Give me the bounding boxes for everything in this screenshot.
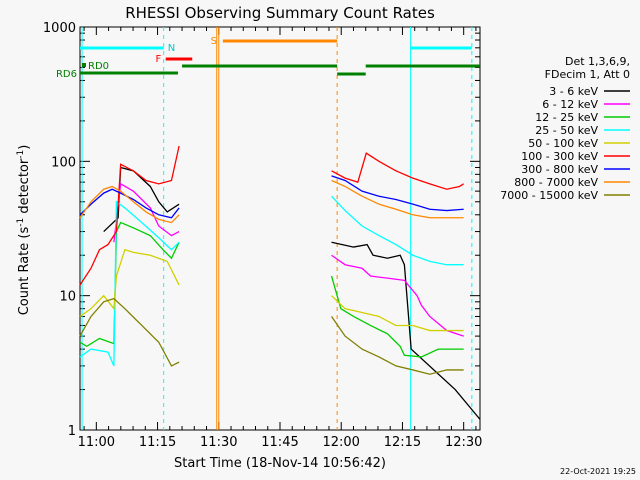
label-f: F [156,54,162,65]
series-line-6 [79,188,180,219]
chart-title: RHESSI Observing Summary Count Rates [125,4,435,22]
footer-date: 22-Oct-2021 19:25 [560,467,636,476]
label-s: S [211,36,217,47]
x-tick-label: 12:00 [322,435,359,450]
x-axis-label: Start Time (18-Nov-14 10:56:42) [174,456,386,471]
annotation-bars: NF S RD0 RD6 [56,27,480,430]
x-tick-label: 11:15 [139,435,176,450]
x-tick-label: 11:30 [200,435,237,450]
y-tick-label: 1000 [43,21,76,36]
series-line-8 [331,316,464,375]
y-axis-label: Count Rate (s-1 detector-1) [16,145,32,316]
series-line-2 [330,275,464,358]
series-lines [79,145,481,420]
label-n: N [168,43,175,54]
label-rd0: RD0 [88,61,109,72]
series-line-7 [331,179,464,219]
legend-entry-label: 3 - 6 keV [549,85,598,98]
legend-header: FDecim 1, Att 0 [545,68,630,81]
x-tick-label: 11:00 [78,435,115,450]
series-line-4 [331,295,464,332]
y-tick-label: 10 [59,290,76,305]
legend-header: Det 1,3,6,9, [565,55,630,68]
y-tick-label: 100 [51,155,76,170]
rd0-marker [82,63,86,67]
legend-entry-label: 300 - 800 keV [521,163,598,176]
series-line-5 [79,145,180,286]
series-line-0 [103,166,180,233]
y-tick-label: 1 [68,424,76,439]
legend-entry-label: 50 - 100 keV [528,137,598,150]
legend-entry-label: 7000 - 15000 keV [500,189,598,202]
x-tick-label: 11:45 [261,435,298,450]
series-line-8 [79,297,180,367]
legend-entry-label: 800 - 7000 keV [514,176,598,189]
legend-entry-label: 25 - 50 keV [535,124,598,137]
series-line-4 [79,248,180,318]
series-line-6 [331,175,464,212]
label-rd6: RD6 [56,69,77,80]
series-line-5 [331,152,465,190]
plot-area [79,26,481,431]
legend-entry-label: 12 - 25 keV [535,111,598,124]
series-line-0 [331,241,481,420]
series-line-2 [79,221,180,348]
legend-entry-label: 100 - 300 keV [521,150,598,163]
series-line-7 [79,185,180,224]
series-line-1 [113,182,180,243]
legend-entry-label: 6 - 12 keV [542,98,598,111]
x-tick-label: 12:30 [445,435,482,450]
axis-ticks: 11:00 11:15 11:30 11:45 12:00 12:15 12:30 1 10 10… [43,21,483,450]
series-line-3 [79,200,180,367]
x-tick-label: 12:15 [384,435,421,450]
series-line-3 [331,195,464,266]
series-line-1 [331,254,464,337]
